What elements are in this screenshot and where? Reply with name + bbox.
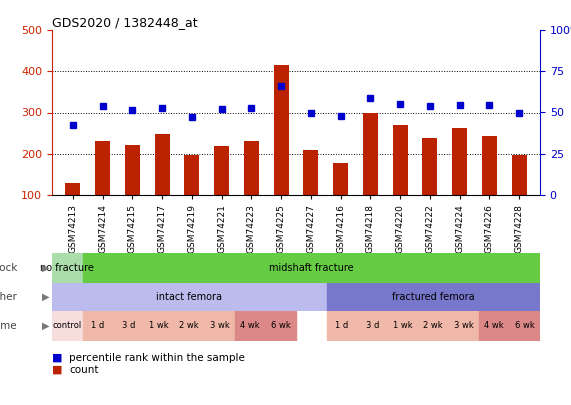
- Text: 1 d: 1 d: [335, 322, 348, 330]
- Text: 1 d: 1 d: [91, 322, 104, 330]
- Bar: [303, 150, 318, 195]
- Bar: [448, 311, 479, 341]
- Text: 2 wk: 2 wk: [179, 322, 199, 330]
- Text: ■: ■: [52, 353, 62, 363]
- Bar: [143, 311, 174, 341]
- Text: time: time: [0, 321, 18, 331]
- Bar: [452, 128, 467, 195]
- Bar: [184, 156, 199, 195]
- Text: 6 wk: 6 wk: [515, 322, 534, 330]
- Text: midshaft fracture: midshaft fracture: [269, 263, 353, 273]
- Text: 3 wk: 3 wk: [454, 322, 473, 330]
- Bar: [333, 163, 348, 195]
- Bar: [125, 145, 140, 195]
- Text: 1 wk: 1 wk: [149, 322, 168, 330]
- Text: other: other: [0, 292, 18, 302]
- Bar: [113, 311, 143, 341]
- Text: 3 wk: 3 wk: [210, 322, 230, 330]
- Text: percentile rank within the sample: percentile rank within the sample: [69, 353, 245, 363]
- Text: ■: ■: [52, 365, 62, 375]
- Text: 3 d: 3 d: [122, 322, 135, 330]
- Bar: [327, 283, 540, 311]
- Bar: [479, 311, 509, 341]
- Bar: [418, 311, 448, 341]
- Text: intact femora: intact femora: [156, 292, 222, 302]
- Bar: [174, 311, 204, 341]
- Bar: [327, 311, 357, 341]
- Text: ▶: ▶: [42, 292, 49, 302]
- Bar: [155, 134, 170, 195]
- Bar: [66, 183, 81, 195]
- Text: 4 wk: 4 wk: [240, 322, 260, 330]
- Bar: [509, 311, 540, 341]
- Bar: [52, 253, 82, 283]
- Text: 4 wk: 4 wk: [484, 322, 504, 330]
- Text: count: count: [69, 365, 99, 375]
- Bar: [235, 311, 266, 341]
- Text: 6 wk: 6 wk: [271, 322, 291, 330]
- Bar: [423, 138, 437, 195]
- Bar: [393, 125, 408, 195]
- Text: shock: shock: [0, 263, 18, 273]
- Bar: [82, 311, 113, 341]
- Text: control: control: [53, 322, 82, 330]
- Bar: [357, 311, 388, 341]
- Bar: [52, 283, 327, 311]
- Bar: [388, 311, 418, 341]
- Text: fractured femora: fractured femora: [392, 292, 475, 302]
- Bar: [482, 136, 497, 195]
- Bar: [363, 113, 378, 195]
- Bar: [266, 311, 296, 341]
- Text: 1 wk: 1 wk: [393, 322, 413, 330]
- Text: ▶: ▶: [42, 263, 49, 273]
- Text: GDS2020 / 1382448_at: GDS2020 / 1382448_at: [52, 16, 198, 29]
- Text: no fracture: no fracture: [41, 263, 94, 273]
- Bar: [95, 141, 110, 195]
- Bar: [244, 141, 259, 195]
- Text: 3 d: 3 d: [365, 322, 379, 330]
- Text: ▶: ▶: [42, 321, 49, 331]
- Text: 2 wk: 2 wk: [424, 322, 443, 330]
- Bar: [214, 146, 229, 195]
- Bar: [52, 311, 82, 341]
- Bar: [274, 65, 288, 195]
- Bar: [204, 311, 235, 341]
- Bar: [512, 155, 526, 195]
